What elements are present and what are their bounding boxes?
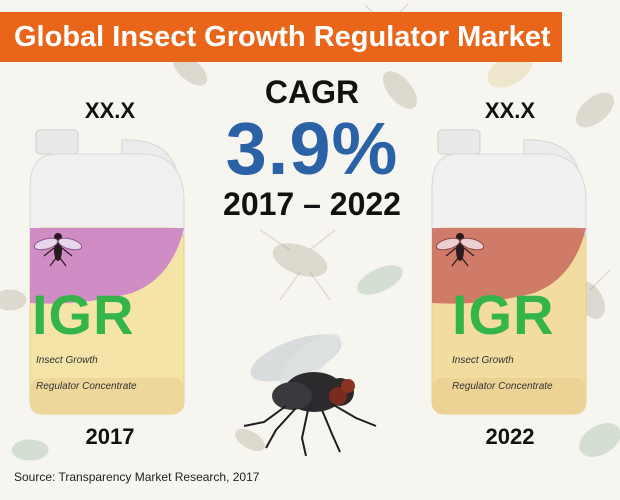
value-2017: XX.X <box>84 98 136 123</box>
jug-2017-illustration <box>29 129 185 415</box>
igr-brand-2017: IGR <box>32 283 135 346</box>
igr-subtitle-2017: Insect Growth Regulator Concentrate <box>36 341 137 393</box>
igr-subtitle-line1-2022: Insect Growth <box>452 355 514 366</box>
page-title: Global Insect Growth Regulator Market <box>14 21 551 53</box>
insect-icon-2022 <box>435 233 485 267</box>
igr-subtitle-2022: Insect Growth Regulator Concentrate <box>452 341 553 393</box>
cagr-value: 3.9% <box>225 107 399 190</box>
insect-icon-2017 <box>33 233 83 267</box>
igr-subtitle-line2-2017: Regulator Concentrate <box>36 381 137 392</box>
igr-brand-2022: IGR <box>452 283 555 346</box>
igr-subtitle-line2-2022: Regulator Concentrate <box>452 381 553 392</box>
value-2022: XX.X <box>484 98 536 123</box>
fly-illustration <box>243 333 377 457</box>
source-caption: Source: Transparency Market Research, 20… <box>14 470 260 484</box>
title-banner: Global Insect Growth Regulator Market <box>0 12 562 62</box>
igr-subtitle-line1-2017: Insect Growth <box>36 355 98 366</box>
year-2022: 2022 <box>485 424 535 449</box>
year-2017: 2017 <box>85 424 135 449</box>
cagr-label: CAGR <box>264 74 360 110</box>
cagr-period: 2017 – 2022 <box>223 186 401 222</box>
